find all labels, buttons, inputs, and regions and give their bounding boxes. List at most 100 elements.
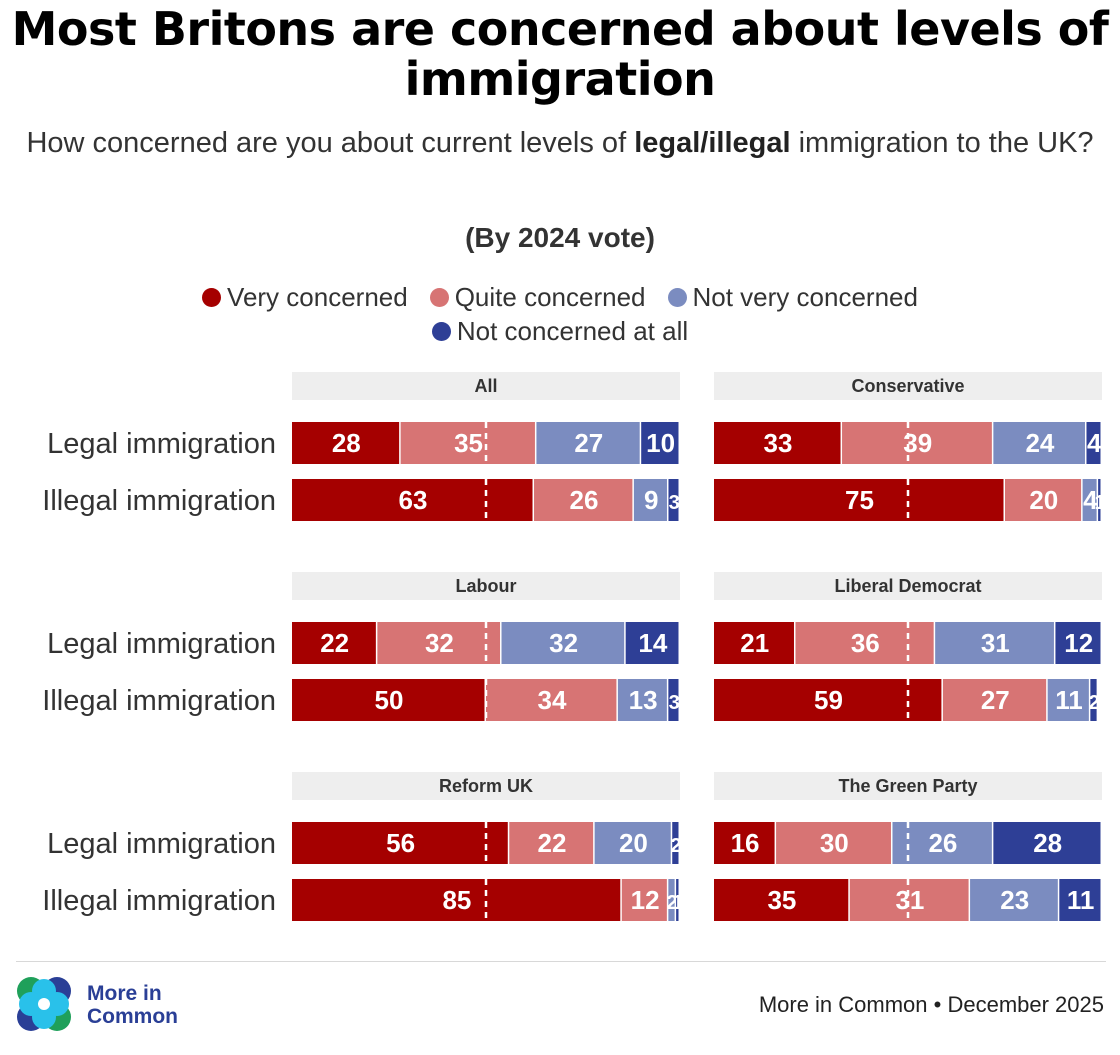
bar-segment-quite-concerned [509,822,594,864]
bar-value-label: 56 [386,828,415,858]
legend-label: Not very concerned [692,282,918,312]
bar-value-label: 10 [646,428,675,458]
logo-line-1: More in [87,982,162,1005]
legend-item-not-very-concerned: Not very concerned [667,280,918,314]
bar-segment-not-very-concerned [993,422,1085,464]
bar-segment-quite-concerned [400,422,535,464]
logo-wordmark: More in Common [87,982,178,1028]
bar-segment-very-concerned [714,622,794,664]
bar-value-label: 9 [644,485,658,515]
bar-segment-quite-concerned [776,822,891,864]
bar-value-label: 2 [1089,692,1100,714]
bar-segment-not-very-concerned [617,679,667,721]
bar-value-label: 35 [454,428,483,458]
panel-title-all: All [474,376,497,396]
bar-segment-very-concerned [714,822,775,864]
bar-segment-not-concerned-at-all [1055,622,1101,664]
bar-segment-not-concerned-at-all [1098,479,1101,521]
legend-label: Very concerned [227,282,408,312]
row-label-illegal-immigration: Illegal immigration [42,885,276,917]
panel-header-reform-uk [292,772,680,800]
bar-segment-not-concerned-at-all [993,822,1101,864]
bar-value-label: 20 [619,828,648,858]
bar-segment-not-very-concerned [633,479,667,521]
bar-segment-not-concerned-at-all [1086,422,1101,464]
bar-value-label: 22 [320,628,349,658]
row-label-legal-immigration: Legal immigration [47,428,276,460]
bar-value-label: 34 [537,685,566,715]
chart-byline: (By 2024 vote) [465,222,655,253]
bar-segment-not-very-concerned [970,879,1058,921]
bar-value-label: 4 [1087,428,1102,458]
bar-value-label: 27 [574,428,603,458]
bar-value-label: 11 [1055,685,1083,715]
footer-divider [16,961,1106,962]
bar-segment-quite-concerned [795,622,934,664]
panel-title-conservative: Conservative [851,376,964,396]
legend-item-very-concerned: Very concerned [202,280,408,314]
panel-header-liberal-democrat [714,572,1102,600]
legend-dot-icon [667,287,687,307]
bar-value-label: 3 [669,492,680,514]
bar-segment-not-very-concerned [935,622,1054,664]
bar-segment-quite-concerned [842,422,992,464]
bar-value-label: 85 [442,885,471,915]
bar-value-label: 3 [669,692,680,714]
bar-segment-very-concerned [292,879,621,921]
bar-value-label: 16 [731,828,760,858]
bar-value-label: 31 [981,628,1010,658]
bar-segment-not-concerned-at-all [668,479,679,521]
bar-value-label: 1 [1094,492,1105,514]
bar-value-label: 33 [764,428,793,458]
bar-segment-very-concerned [292,479,533,521]
row-label-legal-immigration: Legal immigration [47,628,276,660]
bar-value-label: 12 [1064,628,1093,658]
bar-segment-very-concerned [292,622,376,664]
source-credit: More in Common • December 2025 [758,992,1104,1017]
row-label-illegal-immigration: Illegal immigration [42,685,276,717]
bar-segment-not-very-concerned [594,822,671,864]
bar-value-label: 24 [1025,428,1054,458]
subtitle-text-post: immigration to the UK? [790,127,1094,159]
more-in-common-logo-icon [17,977,71,1031]
bar-segment-very-concerned [292,422,400,464]
bar-value-label: 23 [1000,885,1029,915]
bar-value-label: 4 [1083,485,1098,515]
bar-value-label: 39 [903,428,932,458]
bar-segment-not-very-concerned [1047,679,1089,721]
bar-segment-quite-concerned [486,679,617,721]
bar-value-label: 22 [537,828,566,858]
row-label-illegal-immigration: Illegal immigration [42,485,276,517]
bar-segment-quite-concerned [534,479,633,521]
bar-value-label: 2 [671,835,682,857]
legend-dot-icon [429,287,449,307]
bar-value-label: 27 [981,685,1010,715]
bar-value-label: 75 [845,485,874,515]
bar-segment-very-concerned [714,679,942,721]
bar-value-label: 21 [740,628,769,658]
bar-segment-not-very-concerned [1082,479,1097,521]
bar-segment-very-concerned [292,822,508,864]
bar-value-label: 31 [895,885,924,915]
legend-dot-icon [431,321,451,341]
panel-header-all [292,372,680,400]
legend-label: Quite concerned [454,282,646,312]
bar-value-label: 26 [569,485,598,515]
bar-segment-not-concerned-at-all [672,822,679,864]
logo-line-2: Common [87,1005,178,1028]
bar-segment-quite-concerned [377,622,501,664]
chart-title: Most Britons are concerned about levels … [11,2,1109,106]
bar-segment-quite-concerned [1005,479,1082,521]
bar-value-label: 1 [672,892,683,914]
legend-item-not-concerned-at-all: Not concerned at all [431,314,688,348]
chart-subtitle: How concerned are you about current leve… [10,124,1110,162]
panel-title-the-green-party: The Green Party [838,776,977,796]
bar-value-label: 32 [549,628,578,658]
panel-title-reform-uk: Reform UK [439,776,533,796]
bar-segment-not-very-concerned [668,879,675,921]
bar-segment-not-very-concerned [536,422,640,464]
bar-value-label: 32 [425,628,454,658]
subtitle-text-pre: How concerned are you about current leve… [26,127,635,159]
bar-segment-not-concerned-at-all [1059,879,1101,921]
